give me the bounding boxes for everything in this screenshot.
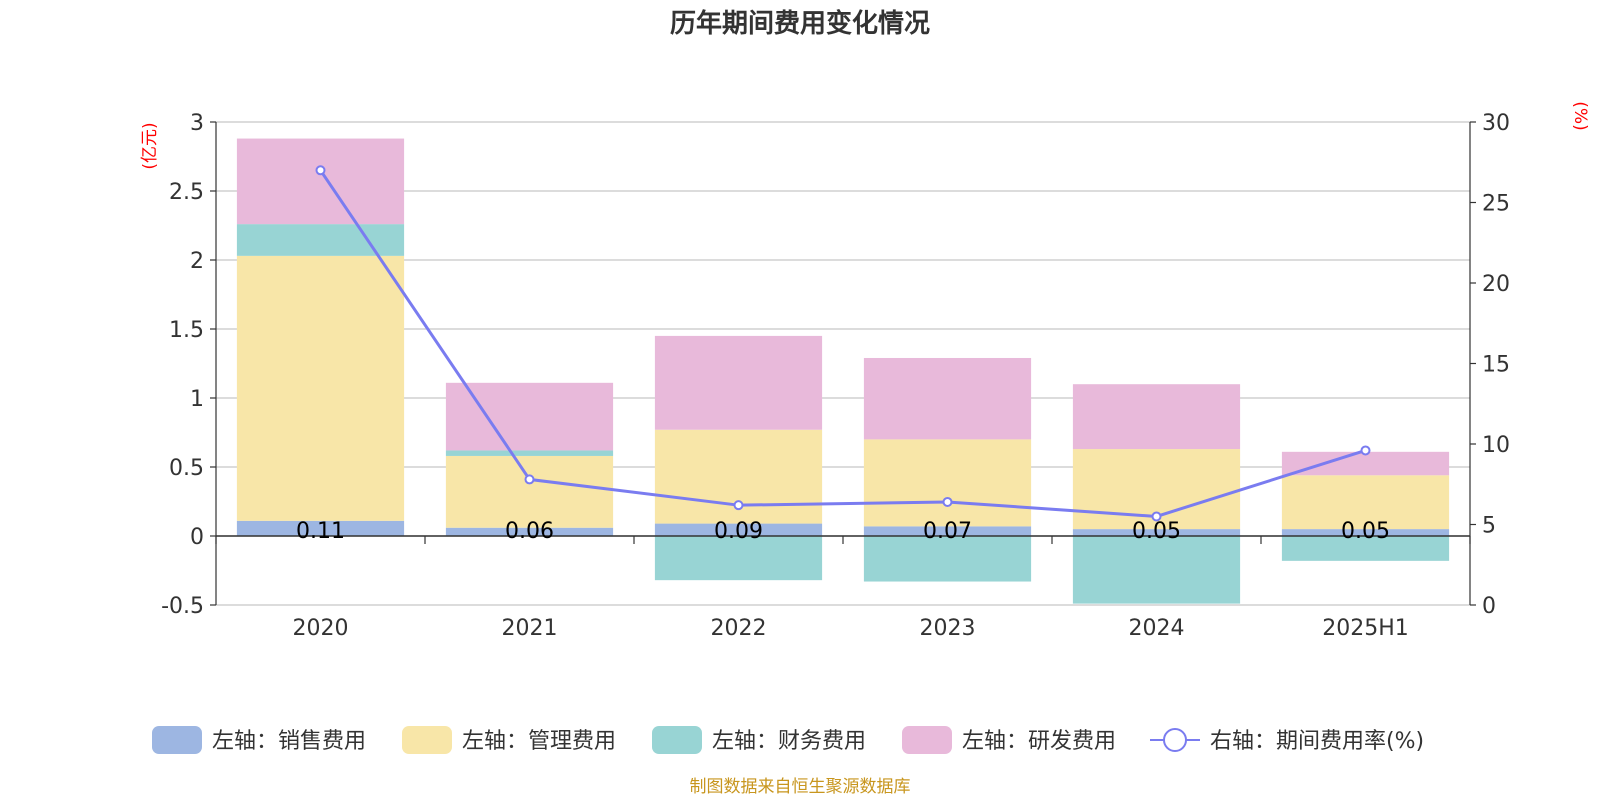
bar-2021-series-0 [445, 527, 614, 536]
bar-2020-series-3 [236, 138, 405, 225]
legend-marker [1163, 728, 1187, 752]
legend-swatch [652, 726, 702, 754]
right-axis-unit: (%) [1570, 101, 1590, 130]
data-label: 0.05 [1341, 519, 1390, 544]
left-axis-tick-label: 2 [190, 249, 204, 274]
right-axis-tick-label: 5 [1482, 514, 1496, 539]
rate-point [315, 165, 326, 176]
chart-title: 历年期间费用变化情况 [670, 8, 930, 39]
rate-point [1151, 511, 1162, 522]
legend-label: 右轴：期间费用率(%) [1210, 729, 1424, 754]
bar-2022-series-2 [654, 536, 823, 581]
data-label: 0.09 [714, 519, 763, 544]
x-axis-category-label: 2022 [711, 616, 767, 641]
left-axis-tick-label: 0.5 [169, 456, 204, 481]
rate-line [319, 169, 1366, 518]
x-axis-category-label: 2023 [920, 616, 976, 641]
data-label: 0.07 [923, 519, 972, 544]
bar-2023-series-2 [863, 536, 1032, 582]
legend-swatch [402, 726, 452, 754]
bar-2024-series-2 [1072, 536, 1241, 604]
data-label: 0.05 [1132, 519, 1181, 544]
bar-2020-series-1 [236, 255, 405, 521]
right-axis-tick-label: 25 [1482, 192, 1510, 217]
right-axis-tick-label: 30 [1482, 111, 1510, 136]
left-axis-tick-label: 3 [190, 111, 204, 136]
bar-series [236, 138, 1450, 604]
legend-label: 左轴：财务费用 [712, 729, 866, 754]
legend-swatch [152, 726, 202, 754]
bar-2023-series-3 [863, 357, 1032, 440]
data-source-note: 制图数据来自恒生聚源数据库 [690, 777, 911, 797]
bar-2020-series-0 [236, 520, 405, 536]
left-axis-tick-label: 0 [190, 525, 204, 550]
legend-label: 左轴：研发费用 [962, 729, 1116, 754]
bar-2023-series-0 [863, 526, 1032, 536]
legend-swatch [902, 726, 952, 754]
left-axis-tick-label: 1 [190, 387, 204, 412]
left-axis-tick-label: 1.5 [169, 318, 204, 343]
bar-2021-series-2 [445, 450, 614, 456]
bar-2024-series-3 [1072, 384, 1241, 450]
legend-label: 左轴：销售费用 [212, 729, 366, 754]
rate-point [942, 496, 953, 507]
left-axis-unit: (亿元) [140, 122, 160, 169]
left-axis-tick-label: 2.5 [169, 180, 204, 205]
bar-2025H1-series-2 [1281, 536, 1450, 561]
bar-2023-series-1 [863, 439, 1032, 527]
bar-2024-series-0 [1072, 529, 1241, 536]
legend: 左轴：销售费用 左轴：管理费用 左轴：财务费用 左轴：研发费用 右轴：期间费用率(%) [152, 726, 1424, 754]
bar-2025H1-series-0 [1281, 529, 1450, 536]
bar-2022-series-0 [654, 523, 823, 536]
right-axis-tick-label: 0 [1482, 594, 1496, 619]
bar-2020-series-2 [236, 224, 405, 256]
data-label: 0.06 [505, 519, 554, 544]
rate-point [524, 474, 535, 485]
bar-2021-series-1 [445, 455, 614, 528]
bar-2021-series-3 [445, 382, 614, 451]
x-axis-category-label: 2020 [293, 616, 349, 641]
bar-2025H1-series-1 [1281, 475, 1450, 530]
bar-2025H1-series-3 [1281, 451, 1450, 476]
data-labels: 0.11 0.06 0.09 0.07 0.05 0.05 [296, 519, 1390, 544]
right-axis-tick-label: 15 [1482, 353, 1510, 378]
rate-point [733, 500, 744, 511]
right-axis-tick-label: 10 [1482, 433, 1510, 458]
bar-2022-series-3 [654, 335, 823, 430]
data-label: 0.11 [296, 519, 345, 544]
legend-label: 左轴：管理费用 [462, 729, 616, 754]
rate-line-series [315, 165, 1371, 522]
rate-point [1360, 445, 1371, 456]
left-axis-tick-label: -0.5 [161, 594, 204, 619]
x-axis-category-label: 2025H1 [1322, 616, 1409, 641]
right-axis-tick-label: 20 [1482, 272, 1510, 297]
x-axis-category-label: 2024 [1129, 616, 1185, 641]
x-axis-category-label: 2021 [502, 616, 558, 641]
